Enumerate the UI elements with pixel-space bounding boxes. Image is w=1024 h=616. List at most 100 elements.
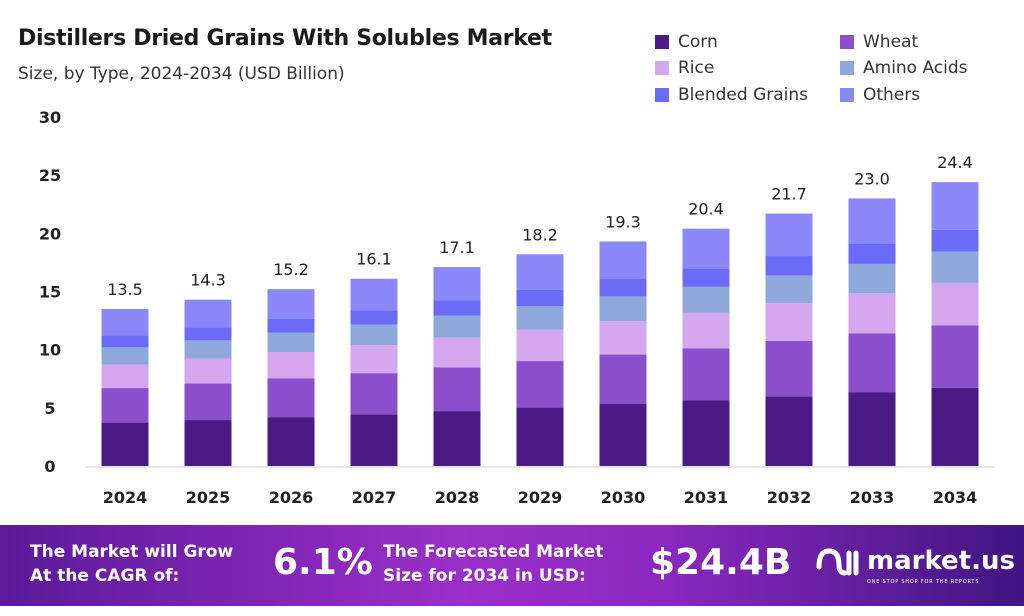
stacked-bar-chart: 05101520253013.5202414.3202515.2202616.1…: [39, 108, 995, 507]
bar-segment-blended-grains: [350, 310, 398, 325]
bar-segment-others: [682, 228, 730, 269]
bar-segment-amino-acids: [267, 332, 315, 352]
bar-segment-rice: [765, 303, 813, 341]
x-tick-label: 2033: [850, 488, 895, 507]
x-tick-label: 2034: [933, 488, 978, 507]
bar-segment-corn: [267, 417, 315, 466]
bar-segment-rice: [931, 282, 979, 326]
market-us-logo: market.us ONE STOP SHOP FOR THE REPORTS: [815, 545, 1015, 585]
bar-segment-wheat: [433, 367, 481, 412]
bar-segment-corn: [848, 392, 896, 466]
total-label: 18.2: [522, 225, 558, 244]
total-label: 15.2: [273, 260, 309, 279]
y-tick-label: 30: [39, 108, 61, 127]
bar-segment-others: [433, 267, 481, 301]
forecast-label: The Forecasted Market Size for 2034 in US…: [383, 542, 604, 586]
bar-segment-amino-acids: [184, 340, 232, 359]
bar-segment-blended-grains: [682, 268, 730, 287]
x-tick-label: 2024: [103, 488, 148, 507]
bar-segment-rice: [267, 351, 315, 379]
bar-segment-blended-grains: [931, 229, 979, 252]
legend-item: Rice: [655, 58, 714, 78]
cagr-value: 6.1%: [273, 542, 373, 583]
bar-segment-amino-acids: [848, 263, 896, 294]
legend-label: Others: [863, 85, 921, 105]
bar-segment-corn: [931, 387, 979, 466]
bar-segment-amino-acids: [931, 251, 979, 283]
bar-segment-wheat: [765, 340, 813, 397]
bar-segment-others: [267, 289, 315, 319]
total-label: 21.7: [771, 185, 807, 204]
legend-label: Wheat: [863, 32, 919, 52]
bar-segment-corn: [516, 407, 564, 466]
bar-segment-amino-acids: [765, 275, 813, 304]
legend-swatch: [655, 35, 669, 49]
bar-segment-wheat: [848, 333, 896, 393]
x-tick-label: 2030: [601, 488, 646, 507]
bar-segment-wheat: [184, 383, 232, 421]
bar-segment-others: [101, 308, 149, 336]
bar-segment-corn: [765, 396, 813, 466]
bar-segment-wheat: [599, 354, 647, 404]
bar-segment-others: [765, 213, 813, 257]
total-label: 23.0: [854, 169, 890, 188]
bar-segment-wheat: [267, 378, 315, 418]
legend-swatch: [840, 88, 854, 102]
bar-segment-others: [516, 254, 564, 290]
bar-segment-corn: [599, 403, 647, 466]
bar-segment-others: [599, 241, 647, 280]
bar-segment-corn: [101, 422, 149, 466]
bar-segment-rice: [433, 337, 481, 368]
bar-segment-blended-grains: [101, 335, 149, 348]
total-label: 19.3: [605, 212, 641, 231]
total-label: 24.4: [937, 153, 973, 172]
bar-segment-corn: [433, 411, 481, 466]
total-label: 13.5: [107, 280, 143, 299]
chart-subtitle: Size, by Type, 2024-2034 (USD Billion): [18, 64, 345, 84]
legend-label: Amino Acids: [863, 58, 968, 78]
legend-item: Wheat: [840, 32, 918, 52]
y-tick-label: 0: [44, 457, 55, 476]
bar-segment-wheat: [516, 361, 564, 408]
bar-segment-others: [350, 278, 398, 311]
bar-segment-blended-grains: [184, 327, 232, 341]
chart-title: Distillers Dried Grains With Solubles Ma…: [18, 26, 552, 51]
bar-segment-blended-grains: [848, 243, 896, 264]
bar-segment-corn: [350, 414, 398, 466]
y-tick-label: 10: [39, 341, 61, 360]
x-tick-label: 2025: [186, 488, 231, 507]
bar-segment-rice: [599, 321, 647, 355]
bar-segment-amino-acids: [599, 296, 647, 322]
cagr-label: The Market will Grow At the CAGR of:: [30, 542, 234, 586]
bar-segment-wheat: [931, 325, 979, 388]
bar-segment-amino-acids: [516, 306, 564, 330]
legend-swatch: [655, 61, 669, 75]
y-tick-label: 5: [44, 399, 55, 418]
legend-label: Blended Grains: [678, 85, 808, 105]
x-tick-label: 2027: [352, 488, 397, 507]
bar-segment-amino-acids: [101, 347, 149, 365]
bar-segment-corn: [682, 400, 730, 466]
bar-segment-blended-grains: [765, 256, 813, 276]
total-label: 16.1: [356, 250, 392, 269]
bar-segment-amino-acids: [350, 324, 398, 346]
bar-segment-rice: [848, 293, 896, 334]
bar-segment-others: [931, 182, 979, 230]
x-tick-label: 2026: [269, 488, 314, 507]
legend-label: Rice: [678, 58, 715, 78]
bar-segment-rice: [184, 358, 232, 384]
total-label: 14.3: [190, 271, 226, 290]
summary-banner: The Market will Grow At the CAGR of: 6.1%…: [0, 525, 1024, 606]
legend-item: Corn: [655, 32, 718, 52]
bar-segment-wheat: [350, 373, 398, 415]
bar-segment-rice: [682, 312, 730, 349]
x-tick-label: 2029: [518, 488, 563, 507]
legend-item: Amino Acids: [840, 58, 968, 78]
bar-segment-corn: [184, 420, 232, 466]
legend-swatch: [655, 88, 669, 102]
bar-segment-others: [184, 299, 232, 328]
legend-item: Others: [840, 85, 920, 105]
total-label: 17.1: [439, 238, 475, 257]
bar-segment-amino-acids: [682, 286, 730, 313]
y-tick-label: 15: [39, 283, 61, 302]
